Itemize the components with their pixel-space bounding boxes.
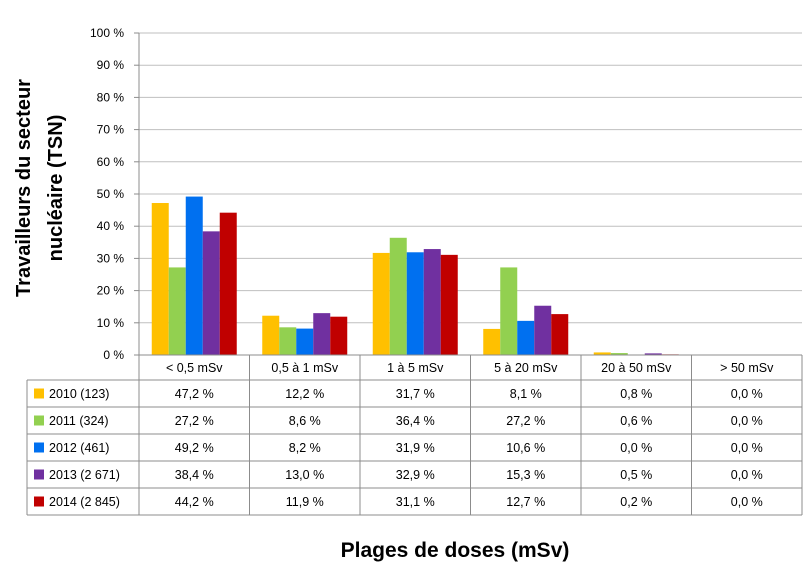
bar (279, 327, 297, 355)
legend-swatch (34, 496, 44, 507)
y-tick-label: 90 % (97, 58, 125, 72)
bar (610, 353, 628, 355)
y-tick-label: 100 % (90, 26, 124, 40)
y-tick-label: 30 % (97, 251, 125, 265)
table-cell-value: 32,9 % (396, 468, 435, 482)
table-cell-value: 0,0 % (731, 495, 763, 509)
bar (313, 313, 331, 355)
y-tick-label: 10 % (97, 316, 125, 330)
bar (185, 196, 203, 355)
legend-swatch (34, 415, 44, 426)
bar (168, 267, 186, 355)
bar (202, 231, 220, 355)
table-cell-value: 36,4 % (396, 414, 435, 428)
bars (151, 196, 679, 355)
table-cell-value: 8,6 % (289, 414, 321, 428)
x-tick-label: 0,5 à 1 mSv (271, 361, 338, 375)
y-axis-label-line-2: nucléaire (TSN) (45, 115, 67, 262)
bar (483, 328, 501, 355)
y-tick-label: 40 % (97, 219, 125, 233)
table-cell-value: 15,3 % (506, 468, 545, 482)
bar (517, 320, 535, 355)
table-cell-value: 0,6 % (620, 414, 652, 428)
table-cell-value: 0,2 % (620, 495, 652, 509)
legend-label: 2011 (324) (49, 414, 109, 428)
table-cell-value: 31,7 % (396, 387, 435, 401)
x-axis-label: Plages de doses (mSv) (341, 539, 570, 562)
legend-swatch (34, 469, 44, 480)
legend-swatch (34, 442, 44, 453)
bar (440, 254, 458, 355)
table-cell-value: 44,2 % (175, 495, 214, 509)
x-tick-label: 20 à 50 mSv (601, 361, 672, 375)
table-cell-value: 0,0 % (620, 441, 652, 455)
table-cell-value: 31,9 % (396, 441, 435, 455)
y-tick-label: 70 % (97, 123, 125, 137)
bar (406, 252, 424, 355)
table-cell-value: 0,0 % (731, 414, 763, 428)
bar (330, 316, 348, 355)
table-cell-value: 12,2 % (285, 387, 324, 401)
bar (296, 328, 314, 355)
table-cell-value: 0,0 % (731, 387, 763, 401)
bar (423, 249, 441, 355)
bar (389, 237, 407, 355)
table-cell-value: 12,7 % (506, 495, 545, 509)
legend-label: 2010 (123) (49, 387, 109, 401)
x-tick-label: 5 à 20 mSv (494, 361, 558, 375)
legend-label: 2013 (2 671) (49, 468, 120, 482)
y-tick-label: 50 % (97, 187, 125, 201)
y-tick-label: 20 % (97, 284, 125, 298)
table-cell-value: 11,9 % (286, 495, 324, 509)
bar (219, 212, 237, 355)
legend-swatch (34, 388, 44, 399)
data-table: < 0,5 mSv 0,5 à 1 mSv 1 à 5 mSv 5 à 20 mSv 2… (26, 354, 803, 516)
table-cell-value: 38,4 % (175, 468, 214, 482)
table-cell-value: 0,8 % (620, 387, 652, 401)
y-axis-label-line-1: Travailleurs du secteur (13, 79, 35, 297)
bar (372, 252, 390, 355)
gridlines (139, 32, 802, 356)
table-cell-value: 8,2 % (289, 441, 321, 455)
legend-label: 2014 (2 845) (49, 495, 120, 509)
bar (551, 314, 569, 355)
y-axis-ticks: 0 % 10 % 20 % 30 % 40 % 50 % 60 % 70 % 80 % 90 % 1… (90, 26, 140, 362)
y-tick-label: 0 % (103, 348, 124, 362)
table-cell-value: 13,0 % (285, 468, 324, 482)
bar (262, 315, 280, 355)
table-cell-value: 49,2 % (175, 441, 214, 455)
table-cell-value: 8,1 % (510, 387, 542, 401)
bar (151, 203, 169, 355)
y-tick-label: 80 % (97, 90, 125, 104)
legend-label: 2012 (461) (49, 441, 109, 455)
table-cell-value: 10,6 % (506, 441, 545, 455)
x-tick-label: 1 à 5 mSv (387, 361, 444, 375)
bar (500, 267, 518, 355)
x-tick-label: < 0,5 mSv (166, 361, 223, 375)
y-tick-label: 60 % (97, 155, 125, 169)
table-cell-value: 27,2 % (506, 414, 545, 428)
table-cell-value: 47,2 % (175, 387, 214, 401)
x-tick-label: > 50 mSv (720, 361, 774, 375)
table-cell-value: 31,1 % (396, 495, 435, 509)
table-cell-value: 0,5 % (620, 468, 652, 482)
table-cell-value: 0,0 % (731, 468, 763, 482)
table-cell-value: 0,0 % (731, 441, 763, 455)
bar (534, 305, 552, 355)
bar (593, 352, 611, 355)
table-cell-value: 27,2 % (175, 414, 214, 428)
bar (644, 353, 662, 355)
